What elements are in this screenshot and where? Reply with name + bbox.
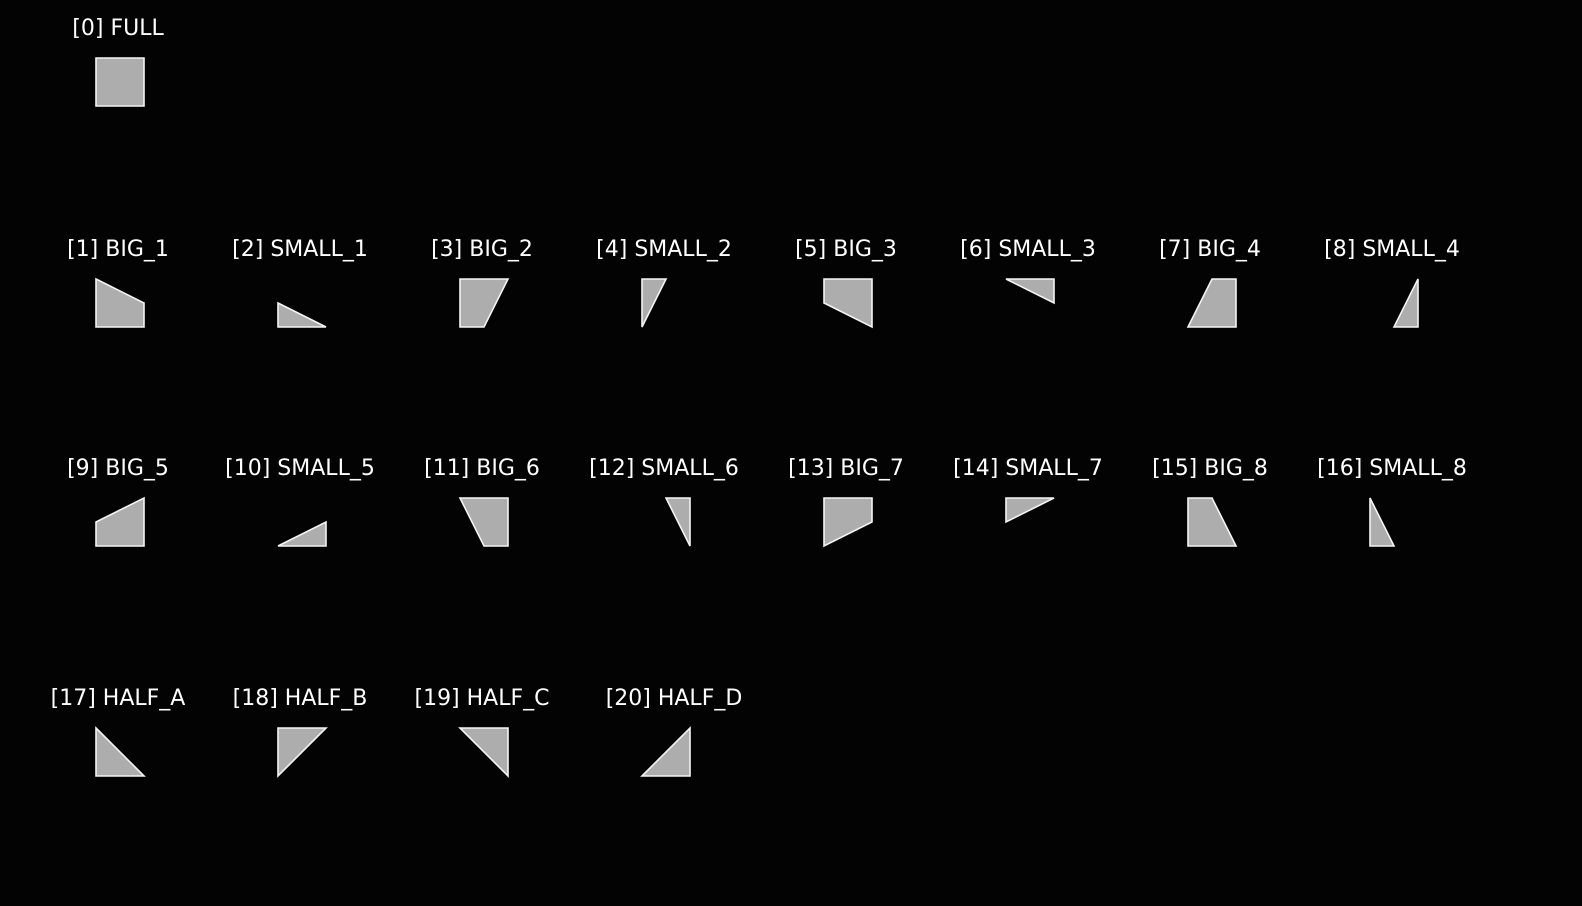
full-square-shape bbox=[95, 57, 145, 107]
half-d-triangle-shape bbox=[640, 726, 691, 777]
tile-label: [8] SMALL_4 bbox=[1324, 237, 1460, 262]
tile-polygon bbox=[277, 727, 328, 778]
small-7-slope-shape bbox=[1005, 497, 1055, 524]
big-1-slope-shape bbox=[95, 277, 145, 328]
tile-polygon bbox=[1369, 497, 1396, 547]
tile-polygon bbox=[277, 520, 327, 547]
tile-polygon bbox=[95, 277, 145, 328]
tile-polygon bbox=[95, 496, 145, 547]
small-1-slope-shape bbox=[277, 301, 327, 328]
tile-small-2: [4] SMALL_2 bbox=[574, 237, 754, 357]
half-b-triangle-shape bbox=[277, 727, 328, 778]
small-2-slope-shape bbox=[641, 278, 668, 328]
tile-polygon bbox=[95, 726, 146, 777]
tile-label: [3] BIG_2 bbox=[431, 237, 533, 262]
small-6-slope-shape bbox=[664, 497, 691, 547]
tile-small-7: [14] SMALL_7 bbox=[938, 456, 1118, 576]
tile-label: [4] SMALL_2 bbox=[596, 237, 732, 262]
small-5-slope-shape bbox=[277, 520, 327, 547]
tile-polygon bbox=[458, 727, 509, 778]
tile-big-4: [7] BIG_4 bbox=[1120, 237, 1300, 357]
tile-label: [16] SMALL_8 bbox=[1317, 456, 1467, 481]
tile-polygon bbox=[823, 278, 873, 329]
tile-full: [0] FULL bbox=[28, 16, 208, 136]
tile-half-d: [20] HALF_D bbox=[584, 686, 764, 806]
tile-big-5: [9] BIG_5 bbox=[28, 456, 208, 576]
tile-polygon bbox=[664, 497, 691, 547]
tile-polygon bbox=[640, 726, 691, 777]
tile-polygon bbox=[1187, 497, 1238, 547]
small-3-slope-shape bbox=[1005, 278, 1055, 305]
tile-label: [11] BIG_6 bbox=[424, 456, 540, 481]
tile-polygon bbox=[458, 497, 509, 547]
tile-half-a: [17] HALF_A bbox=[28, 686, 208, 806]
big-5-slope-shape bbox=[95, 496, 145, 547]
small-4-slope-shape bbox=[1392, 278, 1419, 328]
big-7-slope-shape bbox=[823, 497, 873, 548]
tile-label: [12] SMALL_6 bbox=[589, 456, 739, 481]
tile-big-7: [13] BIG_7 bbox=[756, 456, 936, 576]
tile-small-3: [6] SMALL_3 bbox=[938, 237, 1118, 357]
tile-label: [20] HALF_D bbox=[605, 686, 743, 711]
tile-label: [13] BIG_7 bbox=[788, 456, 904, 481]
tile-label: [19] HALF_C bbox=[414, 686, 550, 711]
half-c-triangle-shape bbox=[458, 727, 509, 778]
big-6-slope-shape bbox=[458, 497, 509, 547]
tile-polygon bbox=[1005, 497, 1055, 524]
tile-label: [1] BIG_1 bbox=[67, 237, 169, 262]
tile-big-1: [1] BIG_1 bbox=[28, 237, 208, 357]
tile-small-4: [8] SMALL_4 bbox=[1302, 237, 1482, 357]
tile-half-c: [19] HALF_C bbox=[392, 686, 572, 806]
tile-label: [18] HALF_B bbox=[232, 686, 368, 711]
tile-polygon bbox=[1186, 278, 1237, 328]
tile-polygon bbox=[1005, 278, 1055, 305]
tile-polygon bbox=[95, 57, 145, 107]
tile-polygon bbox=[1392, 278, 1419, 328]
big-4-slope-shape bbox=[1186, 278, 1237, 328]
tile-label: [0] FULL bbox=[72, 16, 164, 41]
tile-polygon bbox=[277, 301, 327, 328]
tile-label: [15] BIG_8 bbox=[1152, 456, 1268, 481]
big-8-slope-shape bbox=[1187, 497, 1238, 547]
tile-small-6: [12] SMALL_6 bbox=[574, 456, 754, 576]
tile-label: [2] SMALL_1 bbox=[232, 237, 368, 262]
tile-big-8: [15] BIG_8 bbox=[1120, 456, 1300, 576]
tile-label: [14] SMALL_7 bbox=[953, 456, 1103, 481]
tile-big-6: [11] BIG_6 bbox=[392, 456, 572, 576]
tile-label: [6] SMALL_3 bbox=[960, 237, 1096, 262]
big-2-slope-shape bbox=[459, 278, 510, 328]
tile-polygon bbox=[459, 278, 510, 328]
tile-small-8: [16] SMALL_8 bbox=[1302, 456, 1482, 576]
tile-big-2: [3] BIG_2 bbox=[392, 237, 572, 357]
tile-label: [10] SMALL_5 bbox=[225, 456, 375, 481]
tile-polygon bbox=[823, 497, 873, 548]
tile-big-3: [5] BIG_3 bbox=[756, 237, 936, 357]
big-3-slope-shape bbox=[823, 278, 873, 329]
tile-small-1: [2] SMALL_1 bbox=[210, 237, 390, 357]
tile-half-b: [18] HALF_B bbox=[210, 686, 390, 806]
tile-polygon bbox=[641, 278, 668, 328]
tile-label: [17] HALF_A bbox=[50, 686, 186, 711]
tile-label: [7] BIG_4 bbox=[1159, 237, 1261, 262]
tile-label: [9] BIG_5 bbox=[67, 456, 169, 481]
half-a-triangle-shape bbox=[95, 726, 146, 777]
small-8-slope-shape bbox=[1369, 497, 1396, 547]
tile-small-5: [10] SMALL_5 bbox=[210, 456, 390, 576]
tile-label: [5] BIG_3 bbox=[795, 237, 897, 262]
